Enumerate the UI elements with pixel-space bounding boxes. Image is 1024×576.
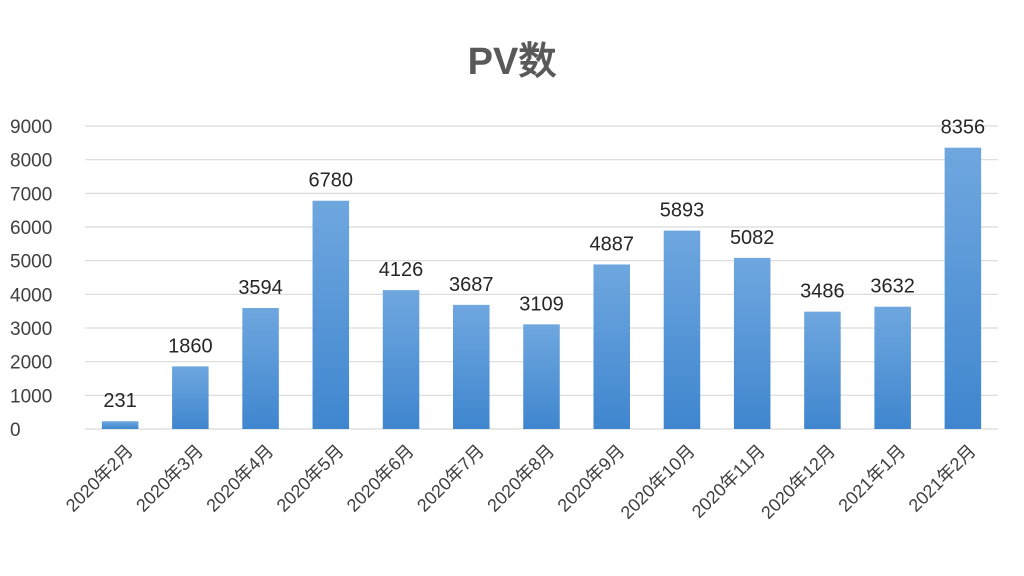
data-label: 4887 xyxy=(589,233,634,255)
bar xyxy=(593,264,630,429)
y-tick-label: 2000 xyxy=(10,353,52,374)
y-axis: 0 1000 2000 3000 4000 5000 6000 7000 8000 9000 xyxy=(10,117,52,441)
y-tick-label: 5000 xyxy=(10,252,52,273)
bar xyxy=(804,311,841,429)
x-tick-label: 2020年4月 xyxy=(202,441,277,516)
data-label: 3486 xyxy=(800,281,845,303)
bar xyxy=(101,421,139,429)
bar xyxy=(312,200,350,429)
bar xyxy=(172,366,209,429)
x-tick-label: 2020年8月 xyxy=(483,441,558,516)
x-axis: 2020年2月2020年3月2020年4月2020年5月2020年6月2020年… xyxy=(62,441,980,523)
data-label: 8356 xyxy=(941,117,986,139)
bar xyxy=(944,147,982,429)
y-tick-label: 1000 xyxy=(10,386,52,407)
y-tick-label: 6000 xyxy=(10,218,52,239)
chart-title: PV数 xyxy=(467,41,557,83)
bar xyxy=(663,230,701,429)
data-label: 231 xyxy=(103,390,136,412)
y-tick-label: 8000 xyxy=(10,151,52,172)
x-tick-label: 2020年5月 xyxy=(273,441,348,516)
bar xyxy=(382,290,420,429)
x-tick-label: 2020年6月 xyxy=(343,441,418,516)
x-tick-label: 2021年1月 xyxy=(834,441,909,516)
x-tick-label: 2020年7月 xyxy=(413,441,488,516)
data-labels: 231 1860 3594 6780 4126 3687 3109 4887 5893 5082 3… xyxy=(103,117,985,413)
y-tick-label: 4000 xyxy=(10,285,52,306)
data-label: 3632 xyxy=(870,276,915,298)
y-tick-label: 9000 xyxy=(10,117,52,138)
x-tick-label: 2020年10月 xyxy=(617,441,699,523)
bar xyxy=(523,324,560,429)
data-label: 4126 xyxy=(379,259,424,281)
bar xyxy=(874,306,911,429)
x-tick-label: 2020年9月 xyxy=(554,441,629,516)
x-tick-label: 2021年2月 xyxy=(905,441,980,516)
y-tick-label: 3000 xyxy=(10,319,52,340)
bar xyxy=(242,308,279,429)
x-tick-label: 2020年3月 xyxy=(132,441,207,516)
x-tick-label: 2020年2月 xyxy=(62,441,137,516)
data-label: 6780 xyxy=(309,170,354,192)
data-label: 3687 xyxy=(449,274,494,296)
data-label: 3594 xyxy=(238,277,283,299)
bar xyxy=(453,304,490,429)
data-label: 5082 xyxy=(730,227,775,249)
data-label: 1860 xyxy=(168,335,213,357)
bar xyxy=(733,257,771,429)
y-tick-label: 0 xyxy=(10,420,21,441)
data-label: 5893 xyxy=(660,200,705,222)
data-label: 3109 xyxy=(519,293,564,315)
x-tick-label: 2020年12月 xyxy=(757,441,839,523)
y-tick-label: 7000 xyxy=(10,184,52,205)
bars xyxy=(101,147,982,429)
